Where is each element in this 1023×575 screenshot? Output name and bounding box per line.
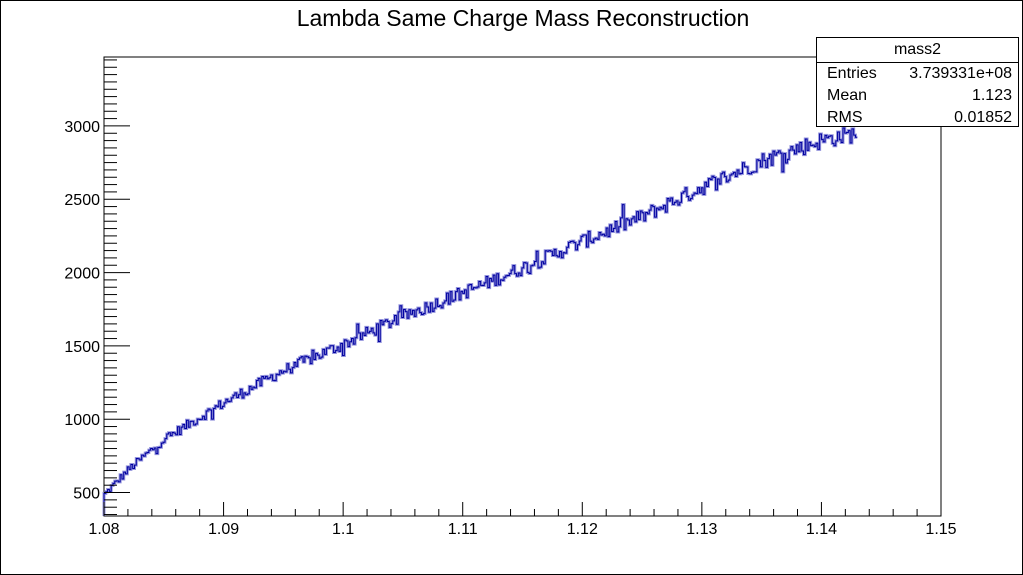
y-tick-label: 500	[73, 486, 100, 503]
stats-row-mean: Mean 1.123	[817, 85, 1018, 107]
x-tick-label: 1.11	[448, 521, 478, 538]
y-tick-label: 2500	[64, 192, 100, 209]
stats-value: 1.123	[971, 87, 1012, 104]
stats-box: mass2 Entries 3.739331e+08 Mean 1.123 RM…	[816, 37, 1019, 127]
stats-row-rms: RMS 0.01852	[817, 107, 1018, 129]
stats-box-title: mass2	[817, 38, 1018, 63]
plot-area: 1.08 1.09 1.1 1.11 1.12 1.13 1.14 1.15 500 1000 15…	[64, 56, 957, 538]
stats-row-entries: Entries 3.739331e+08	[817, 63, 1018, 85]
chart-title: Lambda Same Charge Mass Reconstruction	[297, 5, 750, 31]
y-tick-label: 1000	[64, 412, 100, 429]
series-line	[103, 127, 858, 516]
y-tick-label: 3000	[64, 119, 100, 136]
x-tick-label: 1.14	[806, 521, 837, 538]
x-tick-label: 1.15	[925, 521, 956, 538]
stats-label: RMS	[827, 109, 863, 126]
x-tick-label: 1.09	[208, 521, 239, 538]
plot-frame	[103, 56, 942, 517]
x-tick-label: 1.1	[332, 521, 354, 538]
x-tick-label: 1.08	[88, 521, 119, 538]
x-tick-label: 1.13	[686, 521, 717, 538]
y-tick-label: 2000	[64, 266, 100, 283]
stats-value: 0.01852	[954, 109, 1012, 126]
y-tick-label: 1500	[64, 339, 100, 356]
stats-label: Entries	[827, 65, 877, 82]
stats-value: 3.739331e+08	[909, 65, 1012, 82]
series-halo	[102, 126, 858, 516]
stats-label: Mean	[827, 87, 868, 104]
x-tick-label: 1.12	[567, 521, 598, 538]
